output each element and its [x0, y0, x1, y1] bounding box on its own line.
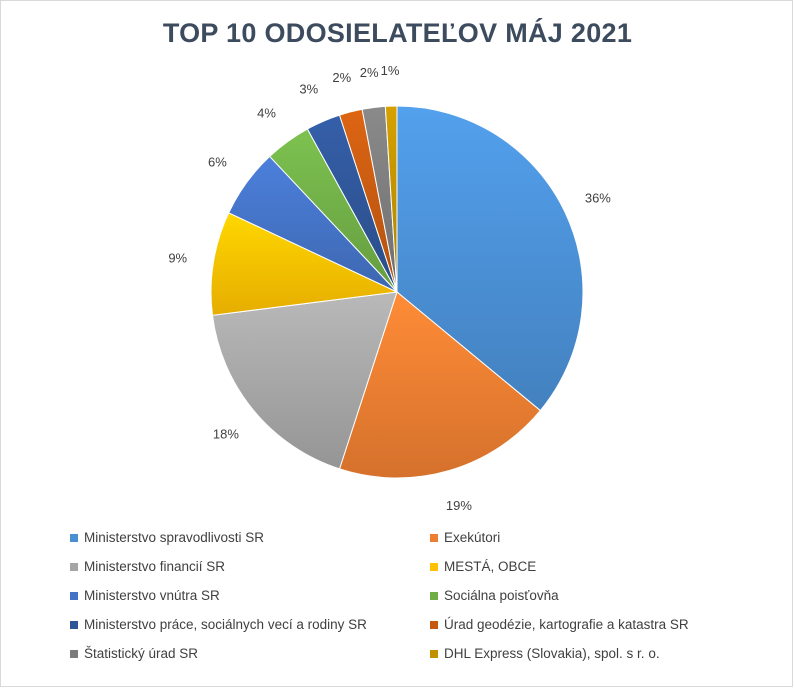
legend-entry: MESTÁ, OBCE — [430, 559, 536, 574]
legend-swatch — [430, 562, 438, 571]
legend-label: Úrad geodézie, kartografie a katastra SR — [444, 617, 689, 632]
data-label: 19% — [446, 498, 472, 513]
legend-swatch — [70, 620, 78, 629]
legend-swatch — [430, 620, 438, 629]
legend-row: Ministerstvo financií SR MESTÁ, OBCE — [70, 559, 750, 588]
pie-slice — [210, 212, 399, 316]
legend-swatch — [70, 591, 78, 600]
legend-swatch — [430, 533, 438, 542]
legend-entry: Ministerstvo vnútra SR — [70, 588, 220, 603]
legend-row: Ministerstvo vnútra SR Sociálna poisťovňa — [70, 588, 750, 617]
pie-slice — [338, 291, 542, 479]
chart-title: TOP 10 ODOSIELATEĽOV MÁJ 2021 — [162, 18, 633, 48]
legend-label: MESTÁ, OBCE — [444, 559, 537, 574]
legend-entry: Ministerstvo práce, sociálnych vecí a ro… — [70, 617, 367, 632]
legend-swatch — [70, 649, 78, 658]
legend-swatch — [70, 533, 78, 542]
data-label: 9% — [168, 250, 187, 265]
data-label: 6% — [208, 155, 227, 170]
legend-label: Ministerstvo spravodlivosti SR — [84, 530, 265, 545]
data-label: 18% — [213, 427, 239, 442]
legend-row: Ministerstvo spravodlivosti SR Exekútori — [70, 530, 750, 559]
legend-swatch — [70, 562, 78, 571]
data-label: 3% — [299, 81, 318, 96]
legend-entry: Sociálna poisťovňa — [430, 588, 559, 603]
data-label: 2% — [360, 65, 379, 80]
legend-label: Sociálna poisťovňa — [444, 588, 559, 603]
legend-entry: Exekútori — [430, 530, 500, 545]
legend-entry: Ministerstvo spravodlivosti SR — [70, 530, 264, 545]
data-label: 1% — [381, 63, 400, 78]
pie-slice — [384, 105, 398, 293]
data-label: 2% — [332, 70, 351, 85]
legend-label: Ministerstvo práce, sociálnych vecí a ro… — [84, 617, 367, 632]
legend-row: Štatistický úrad SR DHL Express (Slovakia… — [70, 646, 750, 675]
pie-slice — [396, 105, 584, 412]
legend-entry: Ministerstvo financií SR — [70, 559, 225, 574]
legend-label: Štatistický úrad SR — [84, 646, 199, 661]
data-label: 4% — [257, 105, 276, 120]
legend-entry: Štatistický úrad SR — [70, 646, 198, 661]
legend-swatch — [430, 649, 438, 658]
legend-label: DHL Express (Slovakia), spol. s r. o. — [444, 646, 660, 661]
legend-row: Ministerstvo práce, sociálnych vecí a ro… — [70, 617, 750, 646]
legend-label: Ministerstvo financií SR — [84, 559, 226, 574]
legend: Ministerstvo spravodlivosti SR Exekútori M… — [70, 530, 750, 675]
pie-slice — [211, 291, 398, 470]
data-label: 36% — [585, 190, 611, 205]
legend-label: Exekútori — [444, 530, 501, 545]
legend-swatch — [430, 591, 438, 600]
legend-label: Ministerstvo vnútra SR — [84, 588, 220, 603]
legend-entry: Úrad geodézie, kartografie a katastra SR — [430, 617, 689, 632]
legend-entry: DHL Express (Slovakia), spol. s r. o. — [430, 646, 660, 661]
